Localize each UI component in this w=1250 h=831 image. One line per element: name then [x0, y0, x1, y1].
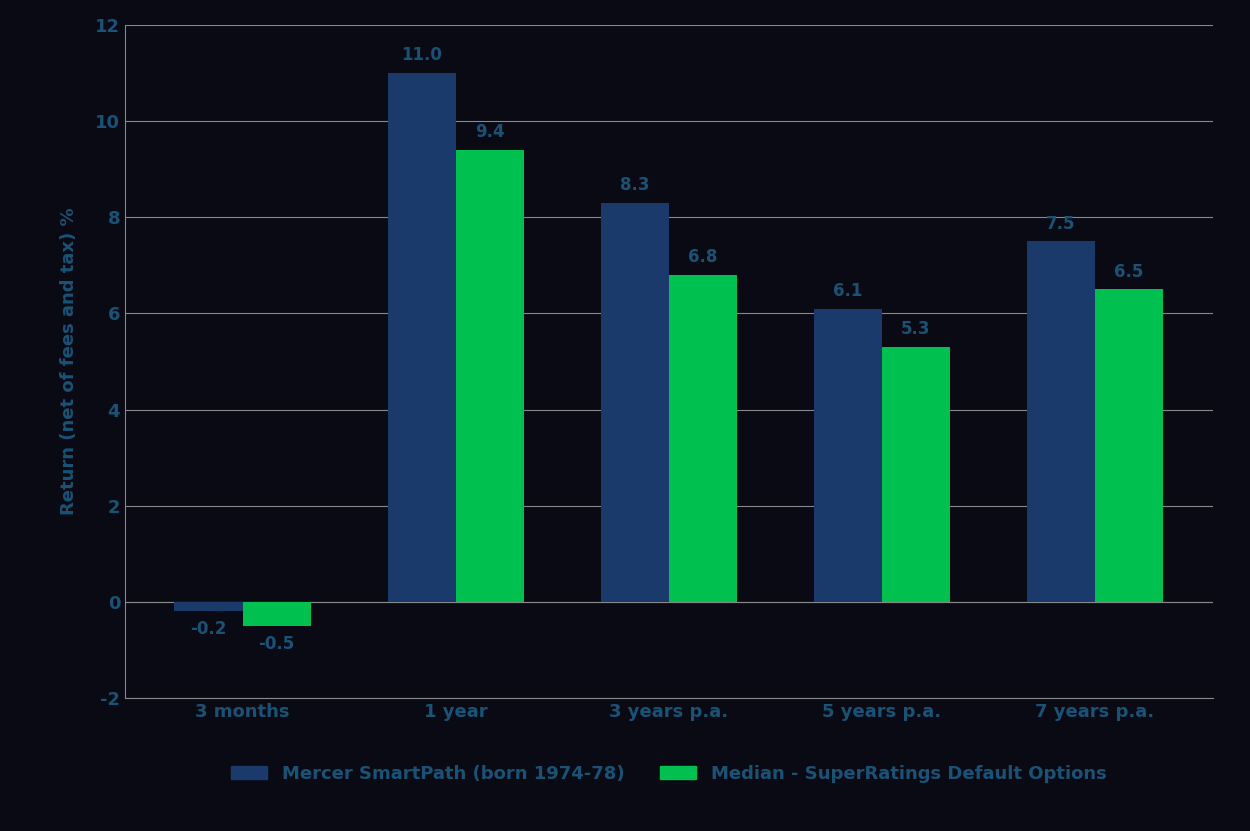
- Bar: [456, 150, 524, 602]
- Bar: [600, 203, 669, 602]
- Text: 11.0: 11.0: [401, 47, 442, 64]
- Bar: [669, 275, 737, 602]
- Bar: [175, 602, 242, 612]
- Text: -0.2: -0.2: [190, 620, 226, 638]
- Text: 7.5: 7.5: [1046, 214, 1075, 233]
- Y-axis label: Return (net of fees and tax) %: Return (net of fees and tax) %: [60, 208, 79, 515]
- Legend: Mercer SmartPath (born 1974-78), Median - SuperRatings Default Options: Mercer SmartPath (born 1974-78), Median …: [224, 758, 1114, 790]
- Text: 6.8: 6.8: [689, 248, 717, 266]
- Bar: [814, 308, 881, 602]
- Text: 6.5: 6.5: [1114, 263, 1144, 281]
- Text: 5.3: 5.3: [901, 321, 931, 338]
- Text: 8.3: 8.3: [620, 176, 650, 194]
- Bar: [242, 602, 311, 626]
- Text: 9.4: 9.4: [475, 123, 505, 141]
- Bar: [388, 73, 456, 602]
- Bar: [881, 347, 950, 602]
- Text: 6.1: 6.1: [832, 282, 862, 300]
- Text: -0.5: -0.5: [259, 635, 295, 652]
- Bar: [1026, 241, 1095, 602]
- Bar: [1095, 289, 1162, 602]
